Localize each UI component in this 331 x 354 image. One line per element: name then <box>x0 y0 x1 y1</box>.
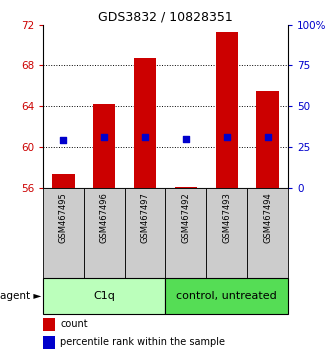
Point <box>183 136 189 142</box>
Text: percentile rank within the sample: percentile rank within the sample <box>60 337 225 348</box>
Bar <box>43 318 55 331</box>
Bar <box>256 91 279 188</box>
Point <box>61 137 66 143</box>
Point <box>142 134 148 139</box>
Bar <box>206 188 247 278</box>
Text: GSM467495: GSM467495 <box>59 192 68 243</box>
Bar <box>125 188 166 278</box>
Bar <box>43 278 166 314</box>
Bar <box>43 336 55 349</box>
Point <box>224 134 229 139</box>
Text: agent ►: agent ► <box>0 291 41 301</box>
Bar <box>175 187 197 188</box>
Bar <box>134 58 156 188</box>
Bar <box>166 278 288 314</box>
Text: GSM467493: GSM467493 <box>222 192 231 243</box>
Text: control, untreated: control, untreated <box>176 291 277 301</box>
Text: GSM467496: GSM467496 <box>100 192 109 243</box>
Title: GDS3832 / 10828351: GDS3832 / 10828351 <box>98 11 233 24</box>
Text: GSM467497: GSM467497 <box>141 192 150 243</box>
Bar <box>52 175 75 188</box>
Text: GSM467492: GSM467492 <box>181 192 190 243</box>
Text: GSM467494: GSM467494 <box>263 192 272 243</box>
Text: count: count <box>60 319 88 330</box>
Bar <box>166 188 206 278</box>
Bar <box>215 32 238 188</box>
Bar <box>247 188 288 278</box>
Point <box>265 134 270 139</box>
Point <box>102 134 107 139</box>
Bar <box>93 104 116 188</box>
Bar <box>43 188 84 278</box>
Bar <box>84 188 125 278</box>
Text: C1q: C1q <box>93 291 115 301</box>
